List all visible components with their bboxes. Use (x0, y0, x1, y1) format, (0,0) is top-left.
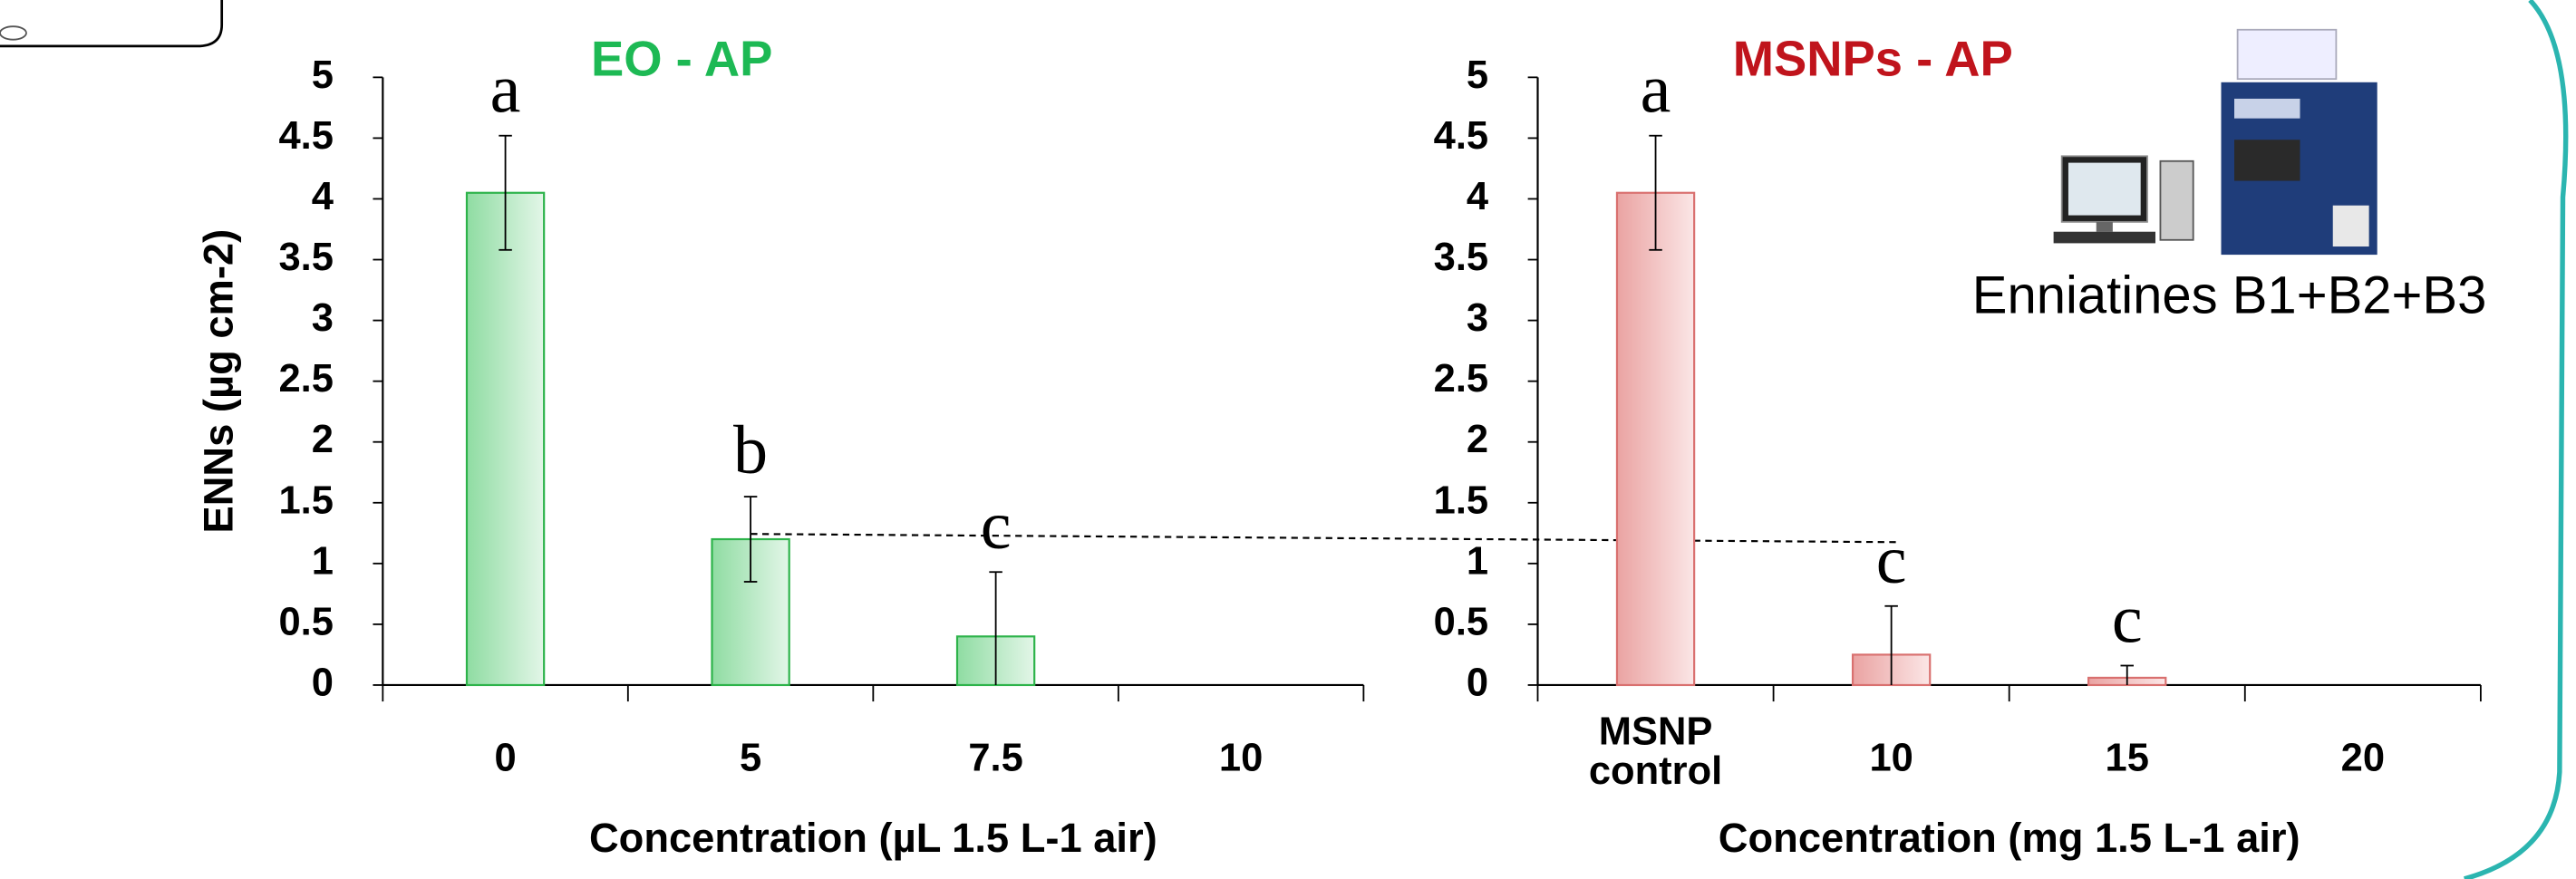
x-tick-label: 7.5 (968, 737, 1022, 780)
y-tick-label: 3 (312, 296, 334, 340)
annotation: Enniatines B1+B2+B3 (1972, 266, 2487, 324)
y-tick-label: 4 (312, 175, 334, 218)
y-tick-label: 4.5 (278, 114, 333, 158)
computer-icon (2053, 155, 2194, 244)
y-tick-label: 1 (312, 539, 334, 583)
y-tick-label: 3.5 (278, 236, 333, 279)
y-tick-label: 5 (312, 53, 334, 97)
significance-letter: a (1641, 52, 1671, 128)
y-tick-label: 1.5 (1434, 478, 1488, 522)
y-tick-label: 5 (1467, 53, 1488, 97)
x-axis-label: Concentration (µL 1.5 L-1 air) (589, 815, 1157, 861)
x-tick-label: 15 (2106, 737, 2149, 780)
y-tick-label: 2 (1467, 418, 1488, 461)
y-tick-label: 2 (312, 418, 334, 461)
chart-title: MSNPs - AP (1733, 31, 2013, 86)
significance-letter: b (733, 412, 768, 488)
significance-letter: a (490, 52, 521, 128)
y-tick-label: 0 (312, 661, 334, 704)
significance-letter: c (2112, 581, 2143, 657)
y-tick-label: 4 (1467, 175, 1488, 218)
hplc-icon (2221, 28, 2377, 256)
decor-border (2464, 0, 2569, 879)
significance-letter: c (1876, 522, 1907, 598)
x-tick-label: 10 (1219, 737, 1263, 780)
y-tick-label: 0.5 (278, 600, 333, 643)
x-tick-label: MSNP control (1589, 710, 1722, 794)
x-tick-label: 0 (494, 737, 516, 780)
y-tick-label: 1 (1467, 539, 1488, 583)
decor-box (0, 0, 224, 48)
bar (1615, 191, 1696, 687)
decor-dish (0, 25, 27, 41)
x-tick-label: 10 (1869, 737, 1913, 780)
y-tick-label: 2.5 (1434, 357, 1488, 401)
y-tick-label: 3 (1467, 296, 1488, 340)
x-tick-label: 20 (2341, 737, 2385, 780)
y-tick-label: 0.5 (1434, 600, 1488, 643)
y-tick-label: 3.5 (1434, 236, 1488, 279)
x-axis-label: Concentration (mg 1.5 L-1 air) (1719, 815, 2300, 861)
bar (465, 191, 546, 687)
y-tick-label: 1.5 (278, 478, 333, 522)
y-tick-label: 0 (1467, 661, 1488, 704)
significance-letter: c (981, 488, 1012, 564)
y-tick-label: 2.5 (278, 357, 333, 401)
y-axis-label: ENNs (µg cm-2) (196, 229, 242, 534)
chart-title: EO - AP (591, 31, 772, 86)
x-tick-label: 5 (740, 737, 761, 780)
y-tick-label: 4.5 (1434, 114, 1488, 158)
dashed-link (751, 533, 1898, 544)
